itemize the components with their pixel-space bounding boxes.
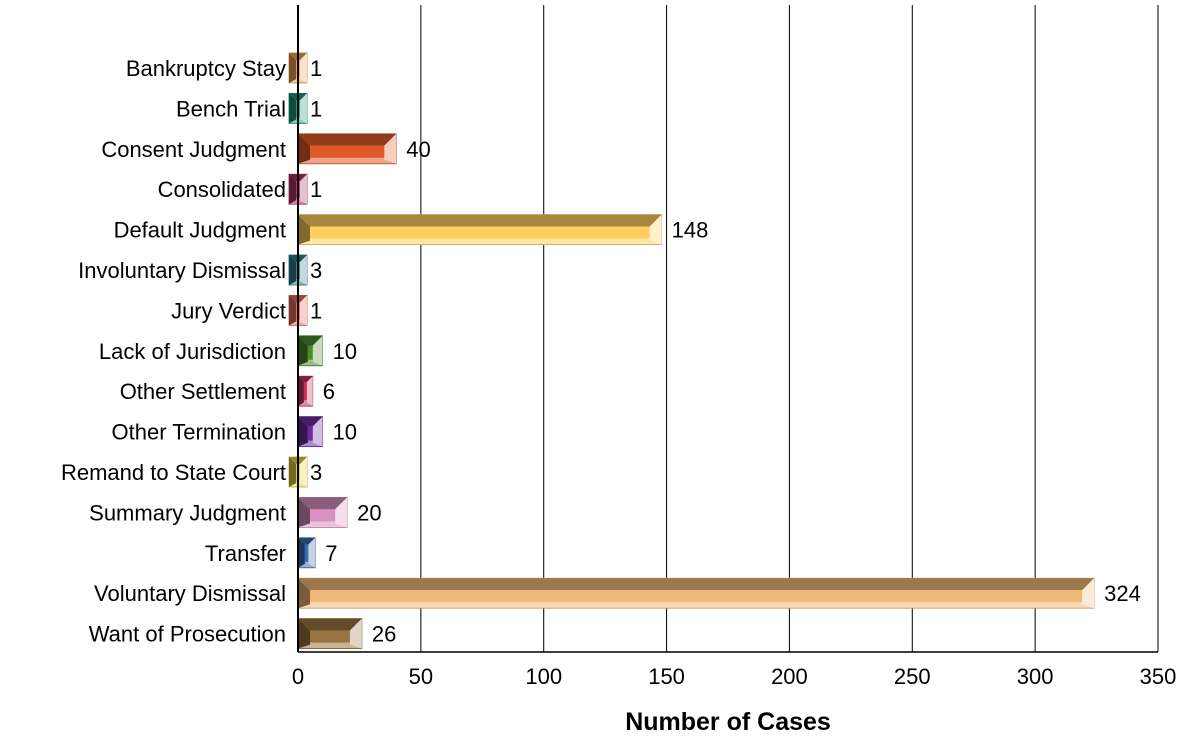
value-label-9: 10 — [333, 420, 357, 445]
x-tick-label-3: 150 — [648, 664, 685, 689]
plot-frame — [297, 5, 1159, 653]
category-label-10: Remand to State Court — [61, 460, 286, 485]
x-tick-labels: 0 50 100 150 200 250 300 350 — [292, 664, 1176, 689]
category-label-4: Default Judgment — [114, 218, 286, 243]
bar-14 — [297, 618, 363, 649]
value-label-4: 148 — [672, 218, 709, 243]
category-label-12: Transfer — [205, 541, 286, 566]
x-tick-label-0: 0 — [292, 664, 304, 689]
value-label-1: 1 — [310, 96, 322, 121]
category-label-0: Bankruptcy Stay — [126, 56, 286, 81]
x-tick-label-2: 100 — [525, 664, 562, 689]
category-label-9: Other Termination — [112, 420, 286, 445]
bar-2 — [297, 133, 397, 165]
value-label-14: 26 — [372, 622, 396, 647]
x-tick-label-5: 250 — [894, 664, 931, 689]
bar-9 — [297, 416, 323, 448]
value-labels: 1 1 40 1 148 3 1 10 6 10 3 20 7 324 26 — [310, 56, 1141, 647]
category-label-6: Jury Verdict — [171, 298, 286, 323]
category-label-8: Other Settlement — [120, 379, 286, 404]
gridlines — [420, 5, 1036, 652]
x-tick-label-1: 50 — [409, 664, 433, 689]
value-label-13: 324 — [1104, 581, 1141, 606]
value-label-7: 10 — [333, 339, 357, 364]
category-label-14: Want of Prosecution — [89, 622, 286, 647]
value-label-6: 1 — [310, 298, 322, 323]
bar-4 — [297, 214, 663, 246]
bar-13 — [297, 577, 1095, 609]
bar-8 — [297, 375, 314, 407]
category-label-13: Voluntary Dismissal — [94, 581, 286, 606]
x-axis-title: Number of Cases — [625, 708, 831, 736]
value-label-3: 1 — [310, 177, 322, 202]
bar-7 — [297, 335, 323, 367]
bar-12 — [297, 537, 316, 569]
value-label-0: 1 — [310, 56, 322, 81]
x-tick-label-4: 200 — [771, 664, 808, 689]
value-label-2: 40 — [406, 137, 430, 162]
category-labels: Bankruptcy Stay Bench Trial Consent Judgme… — [61, 56, 286, 647]
value-label-10: 3 — [310, 460, 322, 485]
category-label-5: Involuntary Dismissal — [78, 258, 286, 283]
value-label-11: 20 — [357, 500, 381, 525]
category-label-2: Consent Judgment — [101, 137, 286, 162]
category-label-11: Summary Judgment — [89, 500, 286, 525]
x-tick-label-7: 350 — [1140, 664, 1177, 689]
bar-11 — [297, 496, 348, 528]
value-label-12: 7 — [325, 541, 337, 566]
category-label-1: Bench Trial — [176, 96, 286, 121]
value-label-5: 3 — [310, 258, 322, 283]
value-label-8: 6 — [323, 379, 335, 404]
category-label-7: Lack of Jurisdiction — [99, 339, 286, 364]
x-tick-label-6: 300 — [1017, 664, 1054, 689]
category-label-3: Consolidated — [158, 177, 286, 202]
